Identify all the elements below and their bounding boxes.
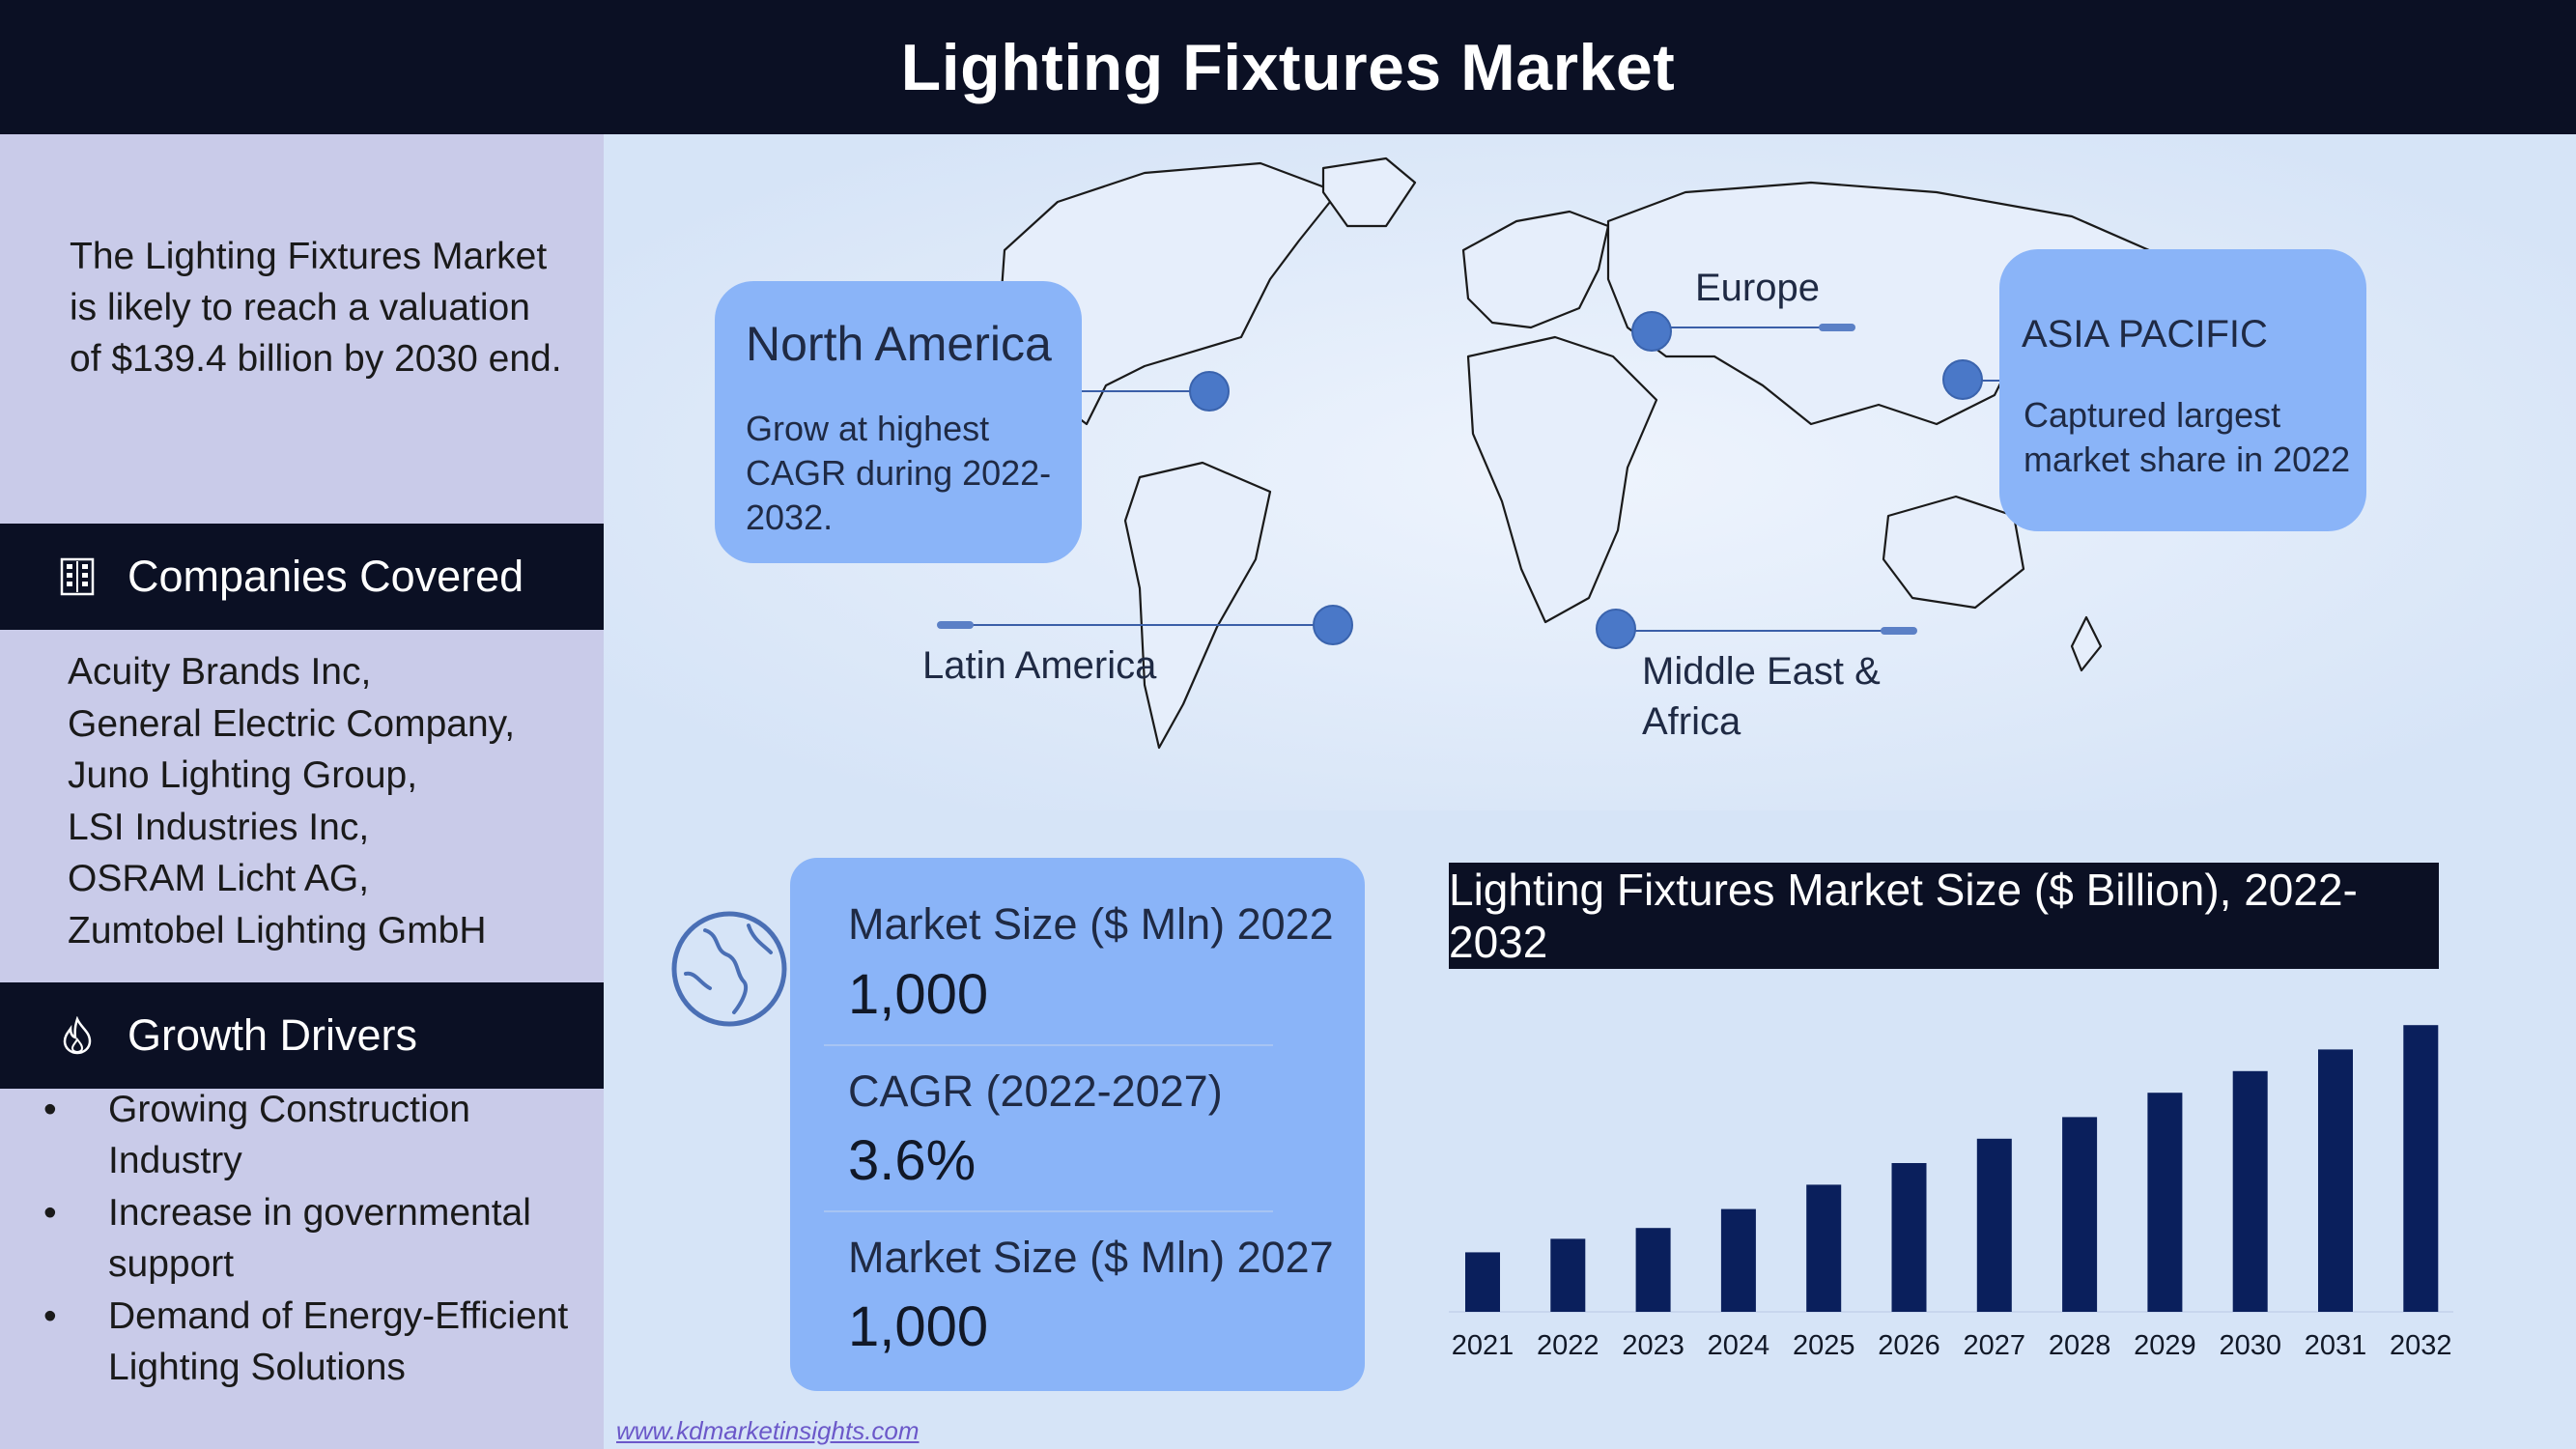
divider [824, 1044, 1273, 1046]
continent-europe [1461, 210, 1610, 329]
driver-item: • Increase in governmental support [43, 1187, 594, 1290]
world-map-section: North America Grow at highest CAGR durin… [604, 134, 2576, 810]
asia-pacific-title: ASIA PACIFIC [2022, 313, 2268, 355]
divider [824, 1210, 1273, 1212]
bar-2021 [1465, 1252, 1500, 1312]
globe-icon [671, 911, 787, 1027]
bar-2028 [2062, 1117, 2098, 1312]
company-item: Juno Lighting Group, [68, 754, 418, 796]
driver-item: • Demand of Energy-Efficient Lighting Sol… [43, 1291, 594, 1393]
x-tick-label: 2032 [2390, 1330, 2452, 1361]
continent-new-zealand [2070, 615, 2103, 672]
page-title: Lighting Fixtures Market [900, 30, 1676, 104]
company-item: OSRAM Licht AG, [68, 858, 370, 899]
x-tick-label: 2030 [2219, 1330, 2281, 1361]
bar-2032 [2403, 1025, 2439, 1312]
x-tick-label: 2027 [1964, 1330, 2026, 1361]
stat-value: 1,000 [848, 1295, 989, 1358]
bar-2027 [1976, 1138, 2012, 1312]
key-stats-card: Market Size ($ Mln) 2022 1,000 CAGR (202… [790, 858, 1365, 1391]
map-marker-latin-america [1313, 605, 1353, 645]
website-link[interactable]: www.kdmarketinsights.com [616, 1416, 920, 1445]
mea-label: Middle East & Africa [1642, 650, 1881, 743]
company-item: Acuity Brands Inc, [68, 651, 372, 693]
stat-label: CAGR (2022-2027) [848, 1066, 1223, 1116]
x-tick-label: 2023 [1622, 1330, 1684, 1361]
latin-america-label: Latin America [922, 644, 1157, 687]
x-tick-label: 2026 [1878, 1330, 1940, 1361]
map-marker-asia-pacific [1942, 359, 1983, 400]
stat-value: 1,000 [848, 963, 989, 1026]
stat-label: Market Size ($ Mln) 2022 [848, 899, 1334, 949]
company-item: General Electric Company, [68, 702, 516, 745]
bullet: • [43, 1192, 57, 1234]
north-america-title: North America [746, 317, 1052, 371]
companies-header: Companies Covered [0, 524, 604, 630]
intro-text: The Lighting Fixtures Market is likely t… [70, 236, 562, 380]
map-marker-north-america [1189, 371, 1230, 412]
driver-text: Increase in governmental support [108, 1192, 531, 1285]
asia-pacific-card [1999, 249, 2366, 531]
north-america-desc: Grow at highest CAGR during 2022-2032. [746, 409, 1052, 537]
companies-header-label: Companies Covered [127, 552, 524, 601]
bullet: • [43, 1295, 57, 1337]
bar-chart: 2021 2022 2023 2024 2025 2026 2027 2028 2029 2030… [1449, 1025, 2453, 1361]
company-item: LSI Industries Inc, [68, 806, 370, 848]
drivers-header-label: Growth Drivers [127, 1010, 418, 1060]
map-marker-europe [1631, 311, 1672, 352]
company-item: Zumtobel Lighting GmbH [68, 909, 487, 952]
bar-2031 [2318, 1049, 2353, 1312]
drivers-list: • Growing Construction Industry • Increase… [43, 1084, 594, 1394]
stat-label: Market Size ($ Mln) 2027 [848, 1233, 1334, 1282]
connector-cap [1819, 324, 1855, 331]
stat-value: 3.6% [848, 1129, 977, 1192]
continent-greenland [1321, 156, 1417, 228]
flame-icon [63, 1016, 92, 1055]
bar-2023 [1635, 1228, 1671, 1312]
driver-text: Growing Construction Industry [108, 1089, 470, 1181]
driver-item: • Growing Construction Industry [43, 1084, 594, 1186]
companies-list: Acuity Brands Inc, General Electric Comp… [68, 646, 589, 956]
bar-2029 [2147, 1093, 2183, 1312]
continent-south-america [1123, 461, 1272, 750]
drivers-header: Growth Drivers [0, 982, 604, 1089]
asia-pacific-desc: Captured largest market share in 2022 [2024, 395, 2351, 479]
bullet: • [43, 1089, 57, 1130]
world-map [604, 134, 2576, 810]
connector-cap [937, 621, 974, 629]
bar-2024 [1720, 1208, 1756, 1312]
bar-2025 [1806, 1184, 1842, 1312]
building-icon [60, 557, 95, 596]
title-bar: Lighting Fixtures Market [0, 0, 2576, 134]
x-tick-label: 2024 [1708, 1330, 1770, 1361]
bar-2022 [1550, 1238, 1586, 1312]
x-tick-label: 2028 [2049, 1330, 2111, 1361]
map-marker-mea [1596, 609, 1636, 649]
x-tick-label: 2025 [1793, 1330, 1855, 1361]
continent-asia [1606, 181, 2151, 426]
continent-australia [1882, 495, 2025, 610]
bar-2026 [1891, 1163, 1927, 1312]
chart-title: Lighting Fixtures Market Size ($ Billion… [1449, 863, 2439, 969]
driver-text: Demand of Energy-Efficient Lighting Solu… [108, 1295, 569, 1388]
europe-label: Europe [1695, 267, 1820, 309]
connector-cap [1881, 627, 1917, 635]
bar-2030 [2232, 1070, 2268, 1312]
x-tick-label: 2021 [1452, 1330, 1514, 1361]
north-america-card [715, 281, 1082, 563]
continent-africa [1466, 335, 1658, 624]
sidebar: The Lighting Fixtures Market is likely t… [0, 134, 604, 1449]
x-tick-label: 2029 [2134, 1330, 2196, 1361]
x-tick-label: 2022 [1537, 1330, 1599, 1361]
x-tick-label: 2031 [2305, 1330, 2367, 1361]
